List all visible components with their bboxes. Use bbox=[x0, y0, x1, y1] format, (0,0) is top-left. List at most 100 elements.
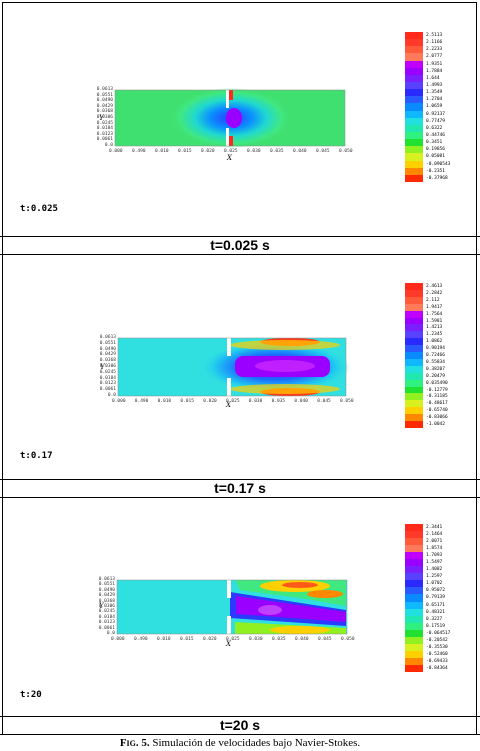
y-tick-label: 0.0184 bbox=[99, 375, 116, 381]
panel-caption-2: t=0.17 s bbox=[0, 479, 480, 498]
legend-swatch bbox=[405, 552, 423, 560]
x-tick-label: 0.000 bbox=[109, 149, 123, 154]
y-axis-name-1: Y bbox=[99, 114, 104, 122]
x-tick-label: 0.025 bbox=[224, 149, 238, 154]
legend-swatch bbox=[405, 174, 423, 183]
legend-value: 0.20479 bbox=[426, 373, 445, 379]
y-axis-name-2: Y bbox=[100, 363, 105, 371]
y-tick-label: 0.0306 bbox=[96, 115, 113, 120]
y-tick-label: 0.0551 bbox=[98, 582, 115, 588]
figure-caption-prefix: Fig. 5. bbox=[119, 737, 150, 749]
legend-swatch bbox=[405, 296, 423, 305]
legend-swatch bbox=[405, 587, 423, 595]
legend-swatch bbox=[405, 146, 423, 154]
legend-value: 0.19856 bbox=[426, 147, 445, 153]
legend-swatch bbox=[405, 559, 423, 567]
legend-swatch bbox=[405, 103, 423, 112]
legend-value: -0.48617 bbox=[426, 401, 448, 407]
legend-value: 1.4082 bbox=[426, 567, 443, 573]
x-tick-label: 0.010 bbox=[155, 149, 169, 154]
velocity-field-plot-2 bbox=[117, 337, 350, 397]
legend-value: 0.3227 bbox=[426, 616, 443, 622]
legend-swatch bbox=[405, 372, 423, 381]
legend-value: -0.2351 bbox=[426, 168, 445, 174]
x-tick-label: 0.035 bbox=[270, 149, 284, 154]
x-tick-label: 0.490 bbox=[132, 149, 146, 154]
x-axis-name-2: X bbox=[226, 401, 231, 409]
x-tick-label: 0.020 bbox=[203, 637, 217, 642]
legend-swatch bbox=[405, 317, 423, 325]
legend-value: 2.112 bbox=[426, 297, 440, 303]
y-tick-label: 0.0429 bbox=[96, 103, 113, 109]
legend-value: -0.12779 bbox=[426, 387, 448, 393]
y-tick-label: 0.0061 bbox=[99, 387, 116, 393]
y-tick-label: 0.0123 bbox=[96, 131, 113, 137]
x-tick-label: 0.010 bbox=[157, 399, 172, 404]
legend-swatch bbox=[405, 289, 423, 298]
y-tick-label: 0.0490 bbox=[96, 98, 113, 104]
legend-swatch bbox=[405, 117, 423, 126]
legend-swatch bbox=[405, 331, 423, 339]
y-tick-label: 0.0306 bbox=[98, 604, 115, 609]
y-tick-label: 0.0061 bbox=[98, 625, 115, 631]
legend-swatch bbox=[405, 608, 423, 617]
legend-value: 2.0071 bbox=[426, 539, 443, 545]
legend-value: 0.38207 bbox=[426, 366, 445, 372]
legend-swatch bbox=[405, 89, 423, 97]
legend-swatch bbox=[405, 96, 423, 104]
y-tick-label: 0.0613 bbox=[96, 87, 113, 92]
panel-3: Y X 0.0613 0.0551 0.0490 0.0429 0.0368 0.0306… bbox=[0, 498, 480, 716]
legend-swatch bbox=[405, 379, 423, 388]
y-tick-label: 0.0306 bbox=[99, 364, 116, 369]
x-axis-name-1: X bbox=[227, 154, 232, 162]
legend-value: -0.064517 bbox=[426, 630, 451, 636]
legend-swatch bbox=[405, 32, 423, 40]
legend-swatch bbox=[405, 524, 423, 532]
y-tick-label: 0.0368 bbox=[99, 358, 116, 364]
legend-value: 0.035490 bbox=[426, 380, 448, 386]
legend-swatch bbox=[405, 352, 423, 360]
legend-value: 0.17519 bbox=[426, 623, 445, 629]
legend-value: 0.44746 bbox=[426, 133, 445, 138]
y-tick-label: 0.0 bbox=[104, 143, 113, 148]
legend-swatch bbox=[405, 345, 423, 353]
legend-value: 0.72466 bbox=[426, 353, 445, 359]
legend-swatch bbox=[405, 538, 423, 546]
x-axis-name-3: X bbox=[226, 640, 231, 648]
legend-swatch bbox=[405, 39, 423, 47]
legend-swatch bbox=[405, 74, 423, 83]
legend-value: -0.31185 bbox=[426, 394, 448, 400]
legend-swatch bbox=[405, 303, 423, 312]
time-label-1: t:0.025 bbox=[20, 204, 58, 214]
y-tick-label: 0.0245 bbox=[98, 609, 115, 615]
legend-swatch bbox=[405, 110, 423, 119]
legend-swatch bbox=[405, 82, 423, 90]
y-tick-label: 0.0 bbox=[107, 393, 116, 398]
x-tick-label: 0.025 bbox=[226, 637, 240, 642]
y-tick-label: 0.0490 bbox=[99, 346, 116, 352]
legend-value: 1.5497 bbox=[426, 560, 443, 566]
y-tick-label: 0.0613 bbox=[98, 577, 115, 582]
legend-value: 2.2842 bbox=[426, 290, 443, 296]
legend-swatch bbox=[405, 400, 423, 408]
x-tick-label: 0.035 bbox=[272, 637, 286, 642]
y-tick-label: 0.0245 bbox=[96, 120, 113, 126]
legend-value: 1.0702 bbox=[426, 581, 443, 587]
legend-swatch bbox=[405, 643, 423, 652]
legend-value: 0.3451 bbox=[426, 140, 443, 146]
y-axis-name-3: Y bbox=[99, 602, 104, 610]
legend-swatch bbox=[405, 153, 423, 162]
legend-value: 1.9417 bbox=[426, 304, 443, 310]
y-tick-label: 0.0551 bbox=[99, 340, 116, 346]
legend-value: 0.92137 bbox=[426, 111, 445, 117]
legend-value: 1.644 bbox=[426, 75, 440, 81]
legend-swatch bbox=[405, 594, 423, 603]
legend-value: 1.9351 bbox=[426, 61, 443, 67]
legend-swatch bbox=[405, 407, 423, 415]
legend-swatch bbox=[405, 67, 423, 76]
legend-swatch bbox=[405, 60, 423, 69]
x-tick-label: 0.040 bbox=[295, 637, 309, 642]
x-tick-label: 0.030 bbox=[247, 149, 261, 154]
legend-value: 2.1166 bbox=[426, 40, 443, 46]
y-tick-label: 0.0429 bbox=[99, 352, 116, 358]
